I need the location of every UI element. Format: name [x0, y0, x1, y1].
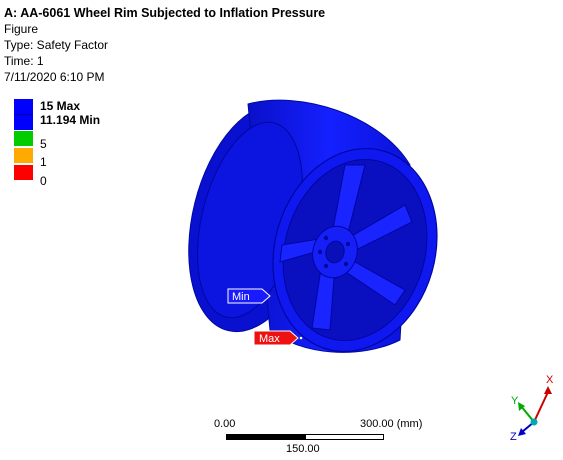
legend-label-max: 15 Max: [40, 99, 81, 113]
legend-label-0: 0: [40, 174, 47, 188]
z-axis-arrow: [518, 428, 526, 436]
y-axis-arrow: [518, 402, 525, 411]
wheel-rim-model[interactable]: [167, 90, 460, 371]
axis-triad[interactable]: X Y Z: [508, 372, 560, 444]
scale-segment-black: [226, 434, 305, 440]
legend-label-1: 1: [40, 155, 47, 169]
legend-label-min: 11.194 Min: [40, 113, 101, 127]
z-axis-label: Z: [510, 431, 517, 443]
legend-label-5: 5: [40, 137, 47, 151]
scale-left-label: 0.00: [214, 418, 236, 430]
x-axis-arrow: [544, 386, 552, 394]
legend-swatch-5: [14, 131, 33, 146]
scale-right-label: 300.00 (mm): [360, 418, 423, 430]
header-time: Time: 1: [4, 54, 44, 68]
legend-swatch-min: [14, 114, 33, 130]
max-callout[interactable]: Max: [253, 330, 303, 346]
analysis-title: A: AA-6061 Wheel Rim Subjected to Inflat…: [4, 6, 326, 20]
triad-origin: [530, 418, 538, 426]
x-axis-label: X: [546, 374, 554, 386]
header-type: Type: Safety Factor: [4, 38, 109, 52]
x-axis-line: [533, 391, 549, 423]
result-header: A: AA-6061 Wheel Rim Subjected to Inflat…: [4, 5, 325, 85]
legend-swatch-max: [14, 99, 33, 114]
min-callout-label: Min: [232, 291, 250, 303]
legend-swatch-1: [14, 148, 33, 163]
scale-bar: 0.00 300.00 (mm) 150.00: [200, 418, 460, 458]
max-callout-label: Max: [259, 333, 280, 345]
scale-mid-label: 150.00: [286, 443, 320, 455]
legend-swatch-0: [14, 165, 33, 180]
scale-segment-white: [305, 434, 384, 440]
header-date: 7/11/2020 6:10 PM: [4, 70, 105, 84]
header-figure: Figure: [4, 22, 39, 36]
min-callout[interactable]: Min: [227, 288, 271, 304]
y-axis-label: Y: [511, 395, 519, 407]
